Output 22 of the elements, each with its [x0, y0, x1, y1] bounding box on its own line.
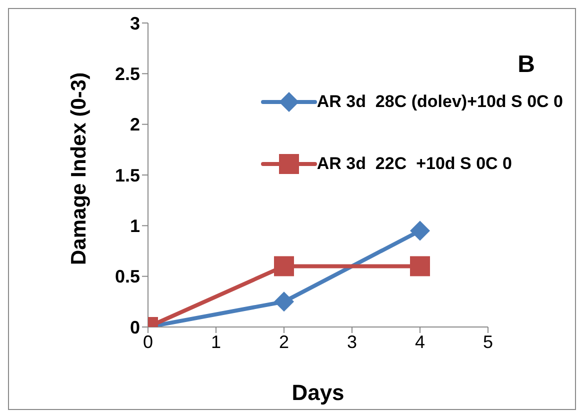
point	[410, 220, 430, 241]
x-tick-label: 0	[142, 332, 154, 352]
x-tick-label: 2	[278, 332, 290, 352]
point	[410, 256, 430, 276]
y-tick-label: 3	[130, 13, 140, 34]
legend-label: AR 3d 22C +10d S 0C 0	[316, 154, 512, 174]
y-tick-label: 0	[130, 317, 140, 338]
y-tick-label: 1.5	[114, 165, 140, 186]
x-axis-title: Days	[292, 380, 344, 405]
y-axis-title: Damage Index (0-3)	[67, 72, 90, 265]
x-tick-label: 3	[346, 332, 358, 352]
x-tick-label: 1	[210, 332, 222, 352]
y-tick-label: 1	[130, 216, 140, 236]
x-tick-label: 4	[414, 332, 426, 352]
point	[274, 256, 294, 276]
point	[274, 292, 294, 312]
legend-label: AR 3d 28C (dolev)+10d S 0C 0	[316, 92, 563, 112]
y-tick-label: 2.5	[114, 64, 140, 84]
x-tick-label: 5	[482, 332, 494, 352]
y-tick-label: 0.5	[114, 266, 140, 287]
y-tick-label: 2	[130, 114, 140, 135]
text: B	[518, 51, 535, 79]
